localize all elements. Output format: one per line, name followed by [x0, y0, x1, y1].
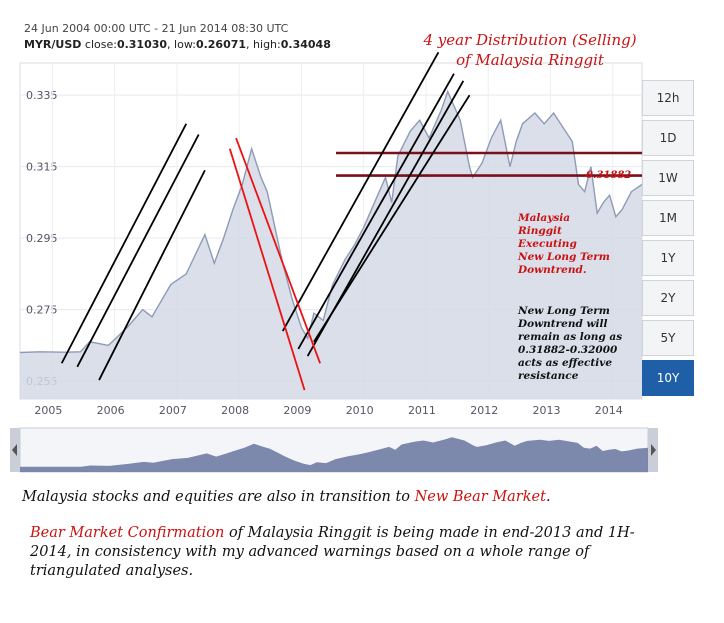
pair-label: MYR/USD [24, 38, 82, 51]
resistance-note: New Long Term Downtrend will remain as l… [518, 305, 622, 383]
caption-highlight: New Bear Market [414, 489, 546, 505]
series-area [20, 91, 642, 399]
x-tick-label: 2007 [159, 404, 187, 417]
close-label: close: [84, 38, 117, 51]
navigator-left-arrow-icon [12, 444, 17, 456]
low-value: 0.26071 [195, 38, 247, 51]
downtrend-line [228, 148, 306, 391]
x-tick-label: 2008 [221, 404, 249, 417]
range-button-10y[interactable]: 10Y [642, 360, 694, 396]
caption-highlight: Bear Market Confirmation [30, 525, 225, 541]
range-button-1y[interactable]: 1Y [642, 240, 694, 276]
y-tick-label: 0.295 [26, 232, 58, 245]
close-value: 0.31030 [116, 38, 168, 51]
resistance-level-label: 0.31882 [586, 170, 632, 181]
uptrend-channel-line [76, 134, 200, 368]
low-label: low: [174, 38, 196, 51]
range-button-5y[interactable]: 5Y [642, 320, 694, 356]
note-line: New Long Term [518, 251, 610, 263]
note-line: Executing [518, 238, 577, 250]
range-button-1d[interactable]: 1D [642, 120, 694, 156]
uptrend-channel-line [60, 123, 188, 364]
note-line: Downtrend will [518, 318, 608, 330]
x-tick-label: 2014 [595, 404, 623, 417]
note-line: Malaysia [518, 212, 571, 224]
uptrend-channel-line [98, 169, 206, 381]
caption-stocks: Malaysia stocks and equities are also in… [22, 489, 551, 505]
downtrend-line [235, 137, 321, 364]
note-line: 0.31882-0.32000 [518, 344, 618, 356]
x-tick-label: 2005 [34, 404, 62, 417]
annotation-title-line: 4 year Distribution (Selling) [423, 31, 637, 49]
high-label: high: [253, 38, 281, 51]
x-tick-label: 2012 [470, 404, 498, 417]
uptrend-channel-line [297, 73, 455, 350]
x-tick-label: 2013 [532, 404, 560, 417]
caption-text: Malaysia stocks and equities are also in… [22, 489, 415, 505]
navigator-right-arrow-icon [651, 444, 656, 456]
y-tick-label: 0.315 [26, 161, 58, 174]
x-tick-label: 2010 [346, 404, 374, 417]
x-tick-label: 2006 [97, 404, 125, 417]
range-button-1m[interactable]: 1M [642, 200, 694, 236]
note-line: acts as effective [518, 357, 613, 369]
caption-confirmation: Bear Market Confirmation of Malaysia Rin… [30, 524, 670, 581]
range-button-12h[interactable]: 12h [642, 80, 694, 116]
x-tick-label: 2009 [283, 404, 311, 417]
annotation-title-line: of Malaysia Ringgit [456, 51, 604, 69]
note-line: Ringgit [518, 225, 562, 237]
note-line: resistance [518, 370, 579, 382]
downtrend-note: Malaysia Ringgit Executing New Long Term… [518, 212, 610, 277]
high-value: 0.34048 [280, 38, 331, 51]
uptrend-channel-line [281, 51, 440, 332]
note-line: New Long Term [518, 305, 610, 317]
y-tick-label: 0.275 [26, 304, 58, 317]
uptrend-channel-line [313, 94, 471, 343]
note-line: remain as long as [518, 331, 623, 343]
note-line: Downtrend. [518, 264, 587, 276]
date-range-label: 24 Jun 2004 00:00 UTC - 21 Jun 2014 08:3… [24, 22, 289, 35]
x-tick-label: 2011 [408, 404, 436, 417]
range-button-2y[interactable]: 2Y [642, 280, 694, 316]
caption-text: of Malaysia Ringgit is being made in end… [30, 525, 635, 579]
annotation-title: 4 year Distribution (Selling) of Malaysi… [380, 30, 680, 70]
price-summary: MYR/USD close:0.31030, low:0.26071, high… [24, 38, 331, 51]
range-button-1w[interactable]: 1W [642, 160, 694, 196]
navigator-area [20, 437, 648, 472]
y-tick-label: 0.335 [26, 89, 58, 102]
caption-text: . [545, 489, 551, 505]
